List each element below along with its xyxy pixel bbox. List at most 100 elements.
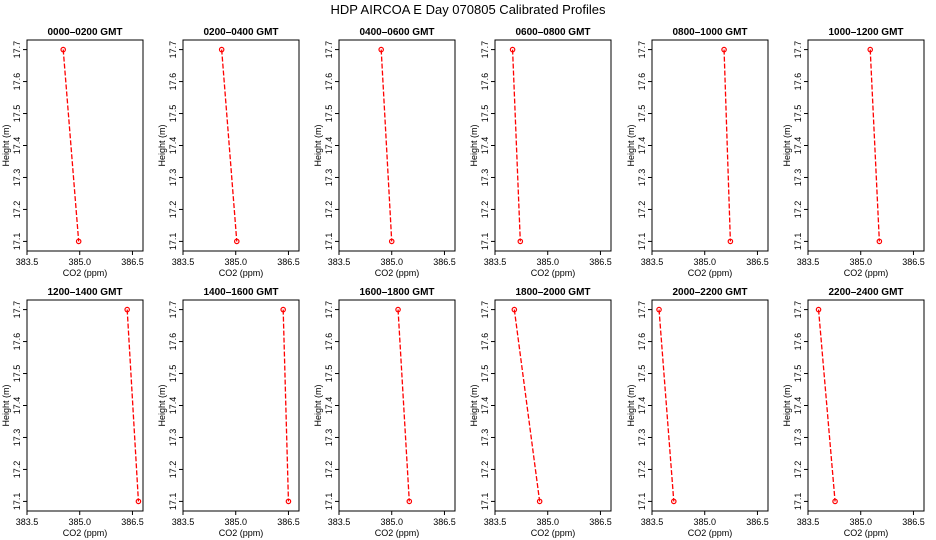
profile-point — [536, 498, 543, 505]
x-tick-label: 383.5 — [484, 257, 507, 267]
y-tick-label: 17.5 — [168, 105, 178, 123]
x-tick-label: 386.5 — [121, 517, 144, 527]
y-tick-label: 17.6 — [168, 73, 178, 91]
y-tick-label: 17.7 — [324, 301, 334, 319]
profile-point — [378, 46, 384, 53]
panel: 2000–2200 GMT 383.5 385.0 386.5 17.1 17.2 17.3… — [626, 287, 769, 538]
profile-point — [395, 306, 401, 313]
y-tick-label: 17.6 — [793, 73, 803, 91]
x-tick-label: 385.0 — [68, 257, 91, 267]
x-tick-label: 386.5 — [433, 257, 456, 267]
profile-point — [233, 238, 240, 245]
x-tick-label: 386.5 — [589, 517, 612, 527]
x-tick-label: 383.5 — [328, 257, 351, 267]
profile-point — [721, 46, 727, 53]
panels: 0000–0200 GMT 383.5 385.0 386.5 17.1 17.2 17.3… — [1, 27, 925, 538]
y-tick-label: 17.4 — [793, 397, 803, 415]
plot-frame — [338, 299, 456, 512]
x-axis-label: CO2 (ppm) — [531, 528, 576, 538]
y-tick-label: 17.3 — [637, 429, 647, 447]
plot-frame — [494, 39, 612, 252]
x-tick-label: 386.5 — [746, 257, 769, 267]
panel: 2200–2400 GMT 383.5 385.0 386.5 17.1 17.2 17.3… — [782, 287, 925, 538]
y-tick-label: 17.7 — [793, 41, 803, 59]
profile-point — [285, 498, 292, 505]
panel: 1000–1200 GMT 383.5 385.0 386.5 17.1 17.2 17.3… — [782, 27, 925, 278]
plot-frame — [182, 299, 300, 512]
plot-frame — [651, 39, 769, 252]
y-axis-label: Height (m) — [313, 384, 323, 426]
panel-title: 0400–0600 GMT — [359, 27, 434, 38]
y-axis-label: Height (m) — [782, 124, 792, 166]
x-tick-label: 383.5 — [641, 517, 664, 527]
x-tick-label: 383.5 — [797, 257, 820, 267]
panel-title: 2000–2200 GMT — [672, 287, 747, 298]
x-tick-label: 385.0 — [693, 517, 716, 527]
x-axis-label: CO2 (ppm) — [688, 528, 733, 538]
y-tick-label: 17.6 — [12, 73, 22, 91]
x-tick-label: 385.0 — [536, 257, 559, 267]
y-tick-label: 17.7 — [793, 301, 803, 319]
profile-line — [723, 49, 732, 242]
y-tick-label: 17.1 — [324, 233, 334, 251]
y-tick-label: 17.2 — [324, 201, 334, 219]
y-tick-label: 17.5 — [324, 365, 334, 383]
y-tick-label: 17.7 — [168, 41, 178, 59]
y-tick-label: 17.7 — [480, 41, 490, 59]
plot-frame — [26, 39, 144, 252]
profile-point — [124, 306, 130, 313]
y-axis-label: Height (m) — [1, 124, 11, 166]
y-tick-label: 17.4 — [793, 137, 803, 155]
y-tick-label: 17.1 — [168, 233, 178, 251]
profile-line — [282, 309, 290, 502]
x-axis-label: CO2 (ppm) — [219, 268, 264, 278]
x-tick-label: 386.5 — [277, 257, 300, 267]
x-tick-label: 386.5 — [746, 517, 769, 527]
x-tick-label: 383.5 — [172, 257, 195, 267]
plot-frame — [807, 299, 925, 512]
panel: 0600–0800 GMT 383.5 385.0 386.5 17.1 17.2 17.3… — [469, 27, 612, 278]
x-axis-label: CO2 (ppm) — [844, 528, 889, 538]
x-tick-label: 385.0 — [693, 257, 716, 267]
y-axis-label: Height (m) — [782, 384, 792, 426]
x-axis-label: CO2 (ppm) — [63, 268, 108, 278]
y-tick-label: 17.4 — [480, 397, 490, 415]
panel-title: 0000–0200 GMT — [47, 27, 122, 38]
y-axis-label: Height (m) — [157, 124, 167, 166]
y-tick-label: 17.4 — [12, 137, 22, 155]
y-tick-label: 17.6 — [793, 333, 803, 351]
y-tick-label: 17.6 — [12, 333, 22, 351]
profile-point — [832, 498, 838, 505]
x-tick-label: 386.5 — [277, 517, 300, 527]
profile-line — [817, 309, 836, 502]
profile-point — [406, 498, 413, 505]
profile-point — [517, 238, 524, 245]
panel-title: 0600–0800 GMT — [515, 27, 590, 38]
x-axis-label: CO2 (ppm) — [531, 268, 576, 278]
profile-point — [511, 306, 518, 313]
y-tick-label: 17.1 — [324, 493, 334, 511]
x-axis-label: CO2 (ppm) — [63, 528, 108, 538]
panel: 1600–1800 GMT 383.5 385.0 386.5 17.1 17.2 17.3… — [313, 287, 456, 538]
y-tick-label: 17.5 — [637, 105, 647, 123]
profile-line — [869, 49, 881, 242]
plot-frame — [338, 39, 456, 252]
y-tick-label: 17.1 — [480, 493, 490, 511]
x-axis-label: CO2 (ppm) — [688, 268, 733, 278]
panel: 0800–1000 GMT 383.5 385.0 386.5 17.1 17.2 17.3… — [626, 27, 769, 278]
profile-line — [513, 309, 541, 502]
y-tick-label: 17.7 — [637, 301, 647, 319]
profile-line — [380, 49, 393, 242]
x-tick-label: 385.0 — [224, 257, 247, 267]
y-tick-label: 17.1 — [793, 233, 803, 251]
profile-point — [280, 306, 286, 313]
profile-point — [509, 46, 516, 53]
profile-line — [62, 49, 80, 242]
x-tick-label: 383.5 — [484, 517, 507, 527]
y-tick-label: 17.3 — [324, 429, 334, 447]
profile-point — [876, 238, 883, 245]
y-tick-label: 17.5 — [324, 105, 334, 123]
y-tick-label: 17.6 — [324, 73, 334, 91]
x-tick-label: 383.5 — [16, 517, 39, 527]
y-tick-label: 17.2 — [12, 461, 22, 479]
